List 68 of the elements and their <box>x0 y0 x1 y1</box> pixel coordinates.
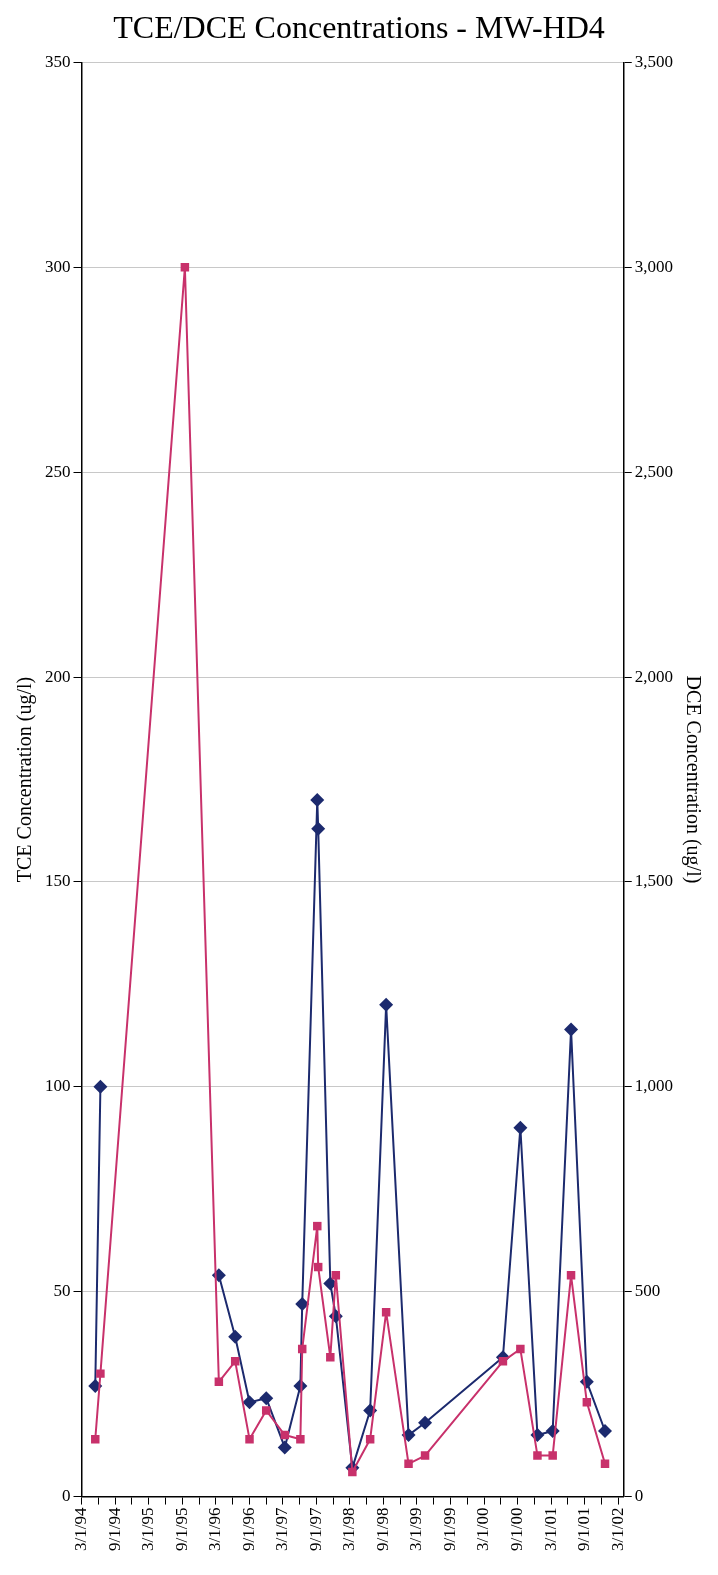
x-tick-label: 3/1/00 <box>473 1507 493 1552</box>
y-tick-label: 150 <box>45 871 71 891</box>
point <box>598 1423 613 1438</box>
point <box>331 1271 341 1280</box>
point <box>259 1391 274 1406</box>
point <box>516 1344 525 1354</box>
y-tick-label: 50 <box>53 1281 71 1301</box>
point <box>313 1221 322 1231</box>
point <box>418 1415 433 1430</box>
point <box>404 1459 413 1469</box>
point <box>295 1296 310 1311</box>
point <box>513 1120 528 1135</box>
y-tick-label: 350 <box>45 51 71 71</box>
y2-tick-label: 1,000 <box>634 1076 673 1096</box>
y2-axis-title: DCE Concentration (ug/l) <box>681 675 705 884</box>
point <box>533 1451 542 1460</box>
x-tick-label: 9/1/94 <box>104 1507 124 1552</box>
x-tick-label: 3/1/98 <box>339 1507 359 1552</box>
point <box>180 263 190 272</box>
point <box>96 1369 105 1378</box>
point <box>566 1271 576 1280</box>
x-tick-label: 3/1/96 <box>205 1507 225 1552</box>
y2-tick-label: 2,000 <box>634 666 673 686</box>
chart-title: TCE/DCE Concentrations - MW-HD4 <box>113 8 605 45</box>
point <box>548 1451 557 1460</box>
x-tick-label: 3/1/95 <box>137 1507 157 1552</box>
y-tick-label: 250 <box>45 461 71 481</box>
point <box>310 792 325 807</box>
point <box>91 1434 100 1444</box>
y-tick-label: 0 <box>62 1486 71 1506</box>
y-tick-label: 100 <box>45 1076 71 1096</box>
x-tick-label: 3/1/01 <box>540 1507 560 1552</box>
point <box>228 1329 243 1344</box>
x-tick-label: 9/1/99 <box>440 1507 460 1552</box>
point <box>582 1398 592 1407</box>
point <box>296 1434 305 1444</box>
point <box>311 821 326 836</box>
point <box>230 1357 240 1366</box>
y-tick-label: 300 <box>45 256 71 276</box>
point <box>348 1467 357 1477</box>
point <box>326 1352 335 1362</box>
x-tick-label: 3/1/94 <box>70 1507 90 1552</box>
x-tick-label: 3/1/02 <box>607 1507 627 1552</box>
x-tick-label: 3/1/97 <box>272 1507 292 1552</box>
x-tick-label: 9/1/98 <box>373 1507 393 1552</box>
y2-tick-label: 3,500 <box>634 51 673 71</box>
y2-tick-label: 0 <box>634 1486 644 1506</box>
y2-tick-label: 3,000 <box>634 256 673 276</box>
point <box>277 1440 292 1455</box>
point <box>242 1395 257 1410</box>
y-tick-label: 200 <box>45 666 71 686</box>
point <box>420 1451 430 1460</box>
x-tick-label: 9/1/95 <box>171 1507 191 1552</box>
y2-tick-label: 1,500 <box>634 871 673 891</box>
x-tick-label: 9/1/00 <box>507 1507 527 1552</box>
point <box>245 1434 254 1444</box>
point <box>564 1022 579 1037</box>
y-axis-title: TCE Concentration (ug/l) <box>13 676 37 883</box>
point <box>379 997 394 1012</box>
point <box>498 1357 508 1366</box>
x-tick-label: 3/1/99 <box>406 1507 426 1552</box>
x-tick-label: 9/1/96 <box>238 1507 258 1552</box>
y2-tick-label: 2,500 <box>634 461 673 481</box>
y2-tick-label: 500 <box>634 1281 661 1301</box>
point <box>261 1406 271 1415</box>
point <box>93 1079 108 1094</box>
x-tick-label: 9/1/01 <box>574 1507 594 1552</box>
x-tick-label: 9/1/97 <box>306 1507 326 1552</box>
